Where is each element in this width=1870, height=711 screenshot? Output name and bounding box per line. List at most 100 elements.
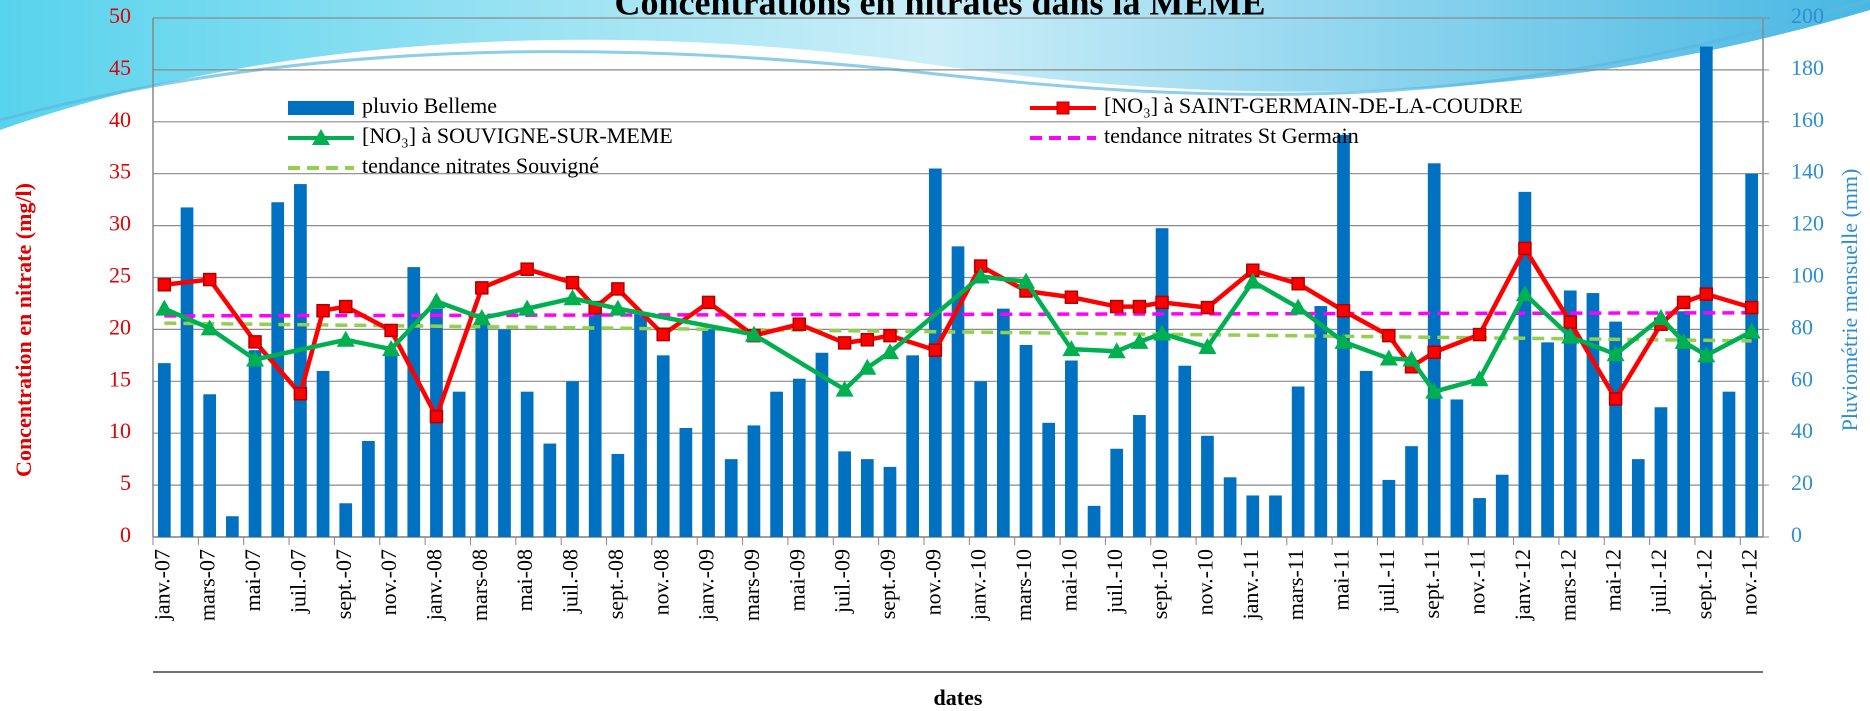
x-tick-label: nov.-12 (1737, 549, 1762, 615)
marker (316, 303, 330, 318)
bar (566, 381, 579, 537)
bar (1609, 321, 1622, 537)
x-tick-label: sept.-09 (875, 549, 900, 619)
marker (1336, 303, 1351, 318)
marker (336, 330, 355, 347)
bar (1110, 448, 1124, 537)
header-swoosh (0, 0, 1870, 130)
marker (1017, 272, 1036, 289)
y-tick-label: 10 (109, 418, 131, 443)
y2-tick-label: 0 (1791, 522, 1802, 547)
marker (202, 272, 217, 287)
bar (611, 453, 625, 537)
x-tick-label: juil.-07 (285, 549, 310, 614)
bar (1246, 495, 1260, 537)
bar (1178, 365, 1192, 537)
y2-tick-label: 200 (1791, 3, 1824, 28)
bar (747, 425, 761, 537)
marker (1402, 350, 1421, 367)
marker (429, 409, 444, 424)
x-tick-label: mai-11 (1329, 549, 1354, 611)
y2-tick-label: 100 (1791, 263, 1824, 288)
x-tick-label: nov.-10 (1192, 549, 1217, 615)
y-tick-label: 25 (109, 263, 131, 288)
bar (1745, 173, 1759, 537)
bar (407, 267, 421, 537)
marker (835, 380, 854, 397)
x-tick-label: sept.-11 (1419, 549, 1444, 618)
trend-line (164, 311, 1752, 318)
marker (1107, 342, 1126, 359)
x-tick-label: juil.-09 (830, 549, 855, 614)
marker (1155, 295, 1169, 310)
y-tick-label: 50 (109, 3, 131, 28)
marker (792, 317, 807, 331)
bar (679, 428, 693, 537)
marker (1425, 382, 1444, 399)
x-tick-label: nov.-11 (1465, 549, 1490, 615)
y-tick-label: 40 (109, 107, 131, 132)
y2-tick-label: 40 (1791, 418, 1813, 443)
bar (588, 313, 602, 537)
bar (974, 381, 988, 537)
marker (520, 262, 534, 276)
marker (246, 350, 265, 367)
marker (1153, 324, 1172, 341)
legend-label: tendance nitrates Souvigné (362, 153, 599, 178)
bar (498, 329, 511, 537)
marker (1132, 299, 1147, 314)
x-axis-label: dates (934, 685, 983, 710)
marker (860, 333, 875, 347)
x-tick-label: mars-07 (195, 549, 220, 621)
legend-label: [NO₃] à SAINT-GERMAIN-DE-LA-COUDRE (1104, 93, 1523, 118)
bar (1359, 370, 1373, 537)
marker (1744, 300, 1759, 315)
x-tick-label: janv.-09 (694, 549, 719, 621)
bar (362, 440, 375, 537)
marker (1699, 287, 1714, 301)
bar (951, 246, 965, 538)
bar (248, 350, 262, 537)
marker (928, 343, 943, 357)
bar (543, 443, 557, 537)
marker (1243, 272, 1262, 289)
marker (1561, 327, 1580, 344)
marker (1606, 345, 1625, 362)
bar (883, 466, 897, 537)
y-tick-label: 15 (109, 366, 131, 391)
legend-label: [NO₃] à SOUVIGNE-SUR-MEME (362, 123, 673, 148)
marker (971, 267, 990, 284)
marker (744, 325, 763, 342)
bar (770, 391, 783, 537)
marker (1130, 332, 1149, 349)
bar (1269, 495, 1282, 537)
y2-tick-label: 180 (1791, 55, 1824, 80)
bar (1019, 344, 1033, 537)
marker (1198, 338, 1217, 355)
bar (1087, 505, 1101, 537)
bar (1473, 498, 1486, 537)
bar (1223, 477, 1237, 537)
x-tick-label: mai-12 (1601, 549, 1626, 611)
marker (1742, 322, 1761, 339)
bar (1042, 422, 1056, 537)
bar (475, 319, 489, 537)
y2-tick-label: 80 (1791, 314, 1813, 339)
bar (452, 391, 466, 537)
legend-marker (1056, 101, 1070, 115)
marker (155, 299, 174, 316)
x-tick-label: janv.-07 (149, 549, 174, 621)
bar (1541, 342, 1554, 537)
marker (883, 328, 897, 343)
x-tick-label: mars-11 (1283, 549, 1308, 620)
marker (1382, 328, 1396, 343)
marker (1470, 370, 1489, 387)
x-tick-label: mars-12 (1555, 549, 1580, 621)
bar (1631, 459, 1645, 537)
x-tick-label: sept.-10 (1147, 549, 1172, 619)
marker (1674, 332, 1693, 349)
bar (997, 308, 1010, 537)
x-tick-label: mars-09 (739, 549, 764, 621)
marker (858, 358, 877, 375)
marker (608, 299, 627, 316)
